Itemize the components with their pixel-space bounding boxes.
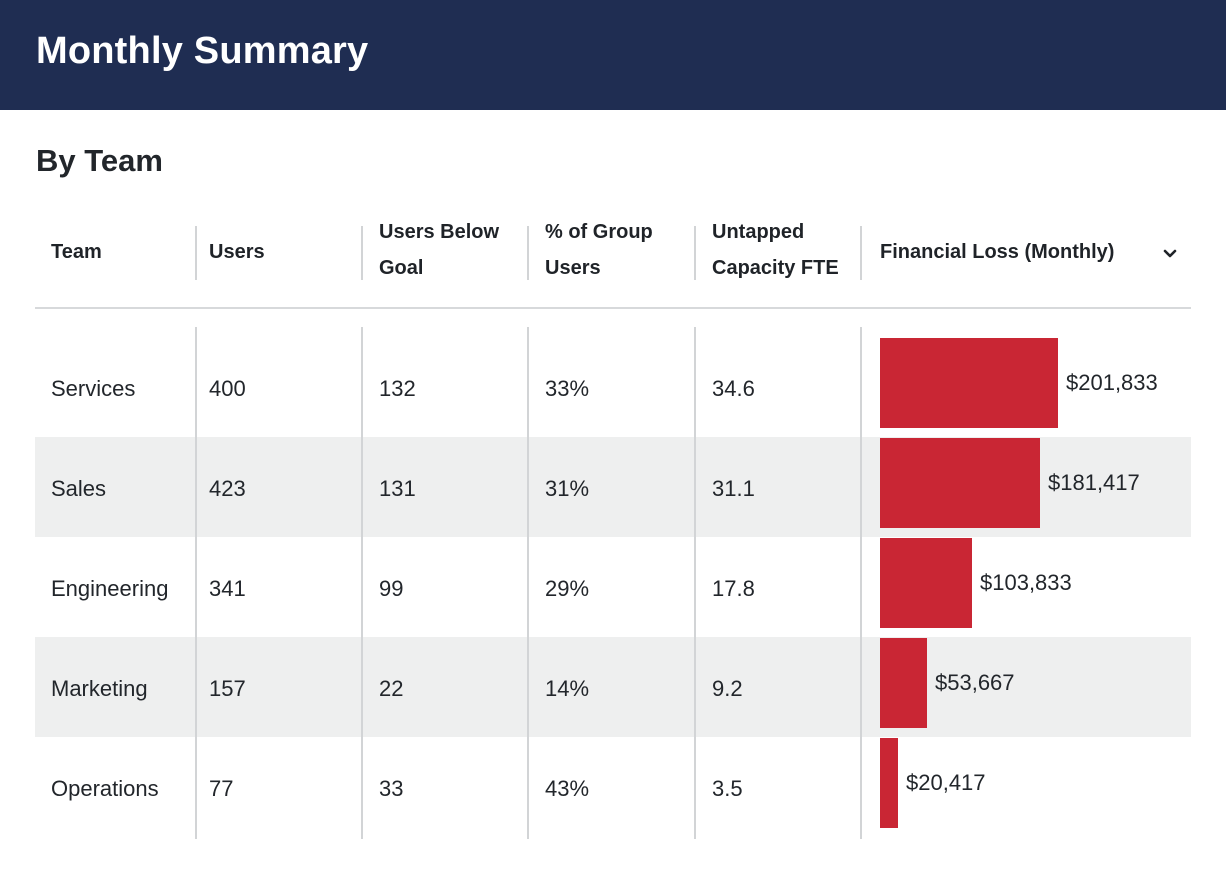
column-divider: [527, 226, 529, 280]
page-title: Monthly Summary: [36, 30, 369, 72]
column-header-pct-group-users[interactable]: % of Group Users: [545, 214, 653, 286]
financial-loss-label: $181,417: [1048, 470, 1140, 495]
financial-loss-bar: [880, 438, 1040, 528]
column-header-label-line2: Capacity FTE: [712, 257, 839, 279]
table-row[interactable]: [35, 637, 1191, 737]
cell-team: Services: [51, 376, 136, 401]
column-header-untapped-capacity[interactable]: Untapped Capacity FTE: [712, 214, 839, 286]
column-header-label: Team: [51, 241, 102, 263]
column-divider: [195, 226, 197, 280]
cell-pct-group-users: 14%: [545, 676, 590, 701]
cell-untapped-capacity: 31.1: [712, 476, 755, 501]
financial-loss-label: $103,833: [980, 570, 1072, 595]
cell-untapped-capacity: 9.2: [712, 676, 743, 701]
column-header-label-line2: Users: [545, 257, 601, 279]
cell-users: 77: [209, 776, 234, 801]
column-divider: [694, 327, 696, 839]
financial-loss-bar: [880, 538, 972, 628]
cell-team: Engineering: [51, 576, 169, 601]
cell-team: Operations: [51, 776, 159, 801]
header-divider: [35, 307, 1191, 309]
column-header-label-line2: Goal: [379, 257, 424, 279]
cell-pct-group-users: 29%: [545, 576, 590, 601]
cell-users-below-goal: 131: [379, 476, 416, 501]
financial-loss-bar: [880, 738, 898, 828]
column-header-label: Financial Loss (Monthly): [880, 241, 1115, 263]
cell-untapped-capacity: 34.6: [712, 376, 755, 401]
financial-loss-bar: [880, 638, 927, 728]
cell-users-below-goal: 33: [379, 776, 404, 801]
cell-untapped-capacity: 3.5: [712, 776, 743, 801]
column-header-label: Users: [209, 241, 265, 263]
financial-loss-label: $20,417: [906, 770, 986, 795]
team-summary-table: Team Users Users Below Goal % of Group U…: [35, 210, 1191, 850]
cell-users-below-goal: 132: [379, 376, 416, 401]
section-title: By Team: [36, 143, 163, 178]
financial-loss-label: $201,833: [1066, 370, 1158, 395]
column-header-users[interactable]: Users: [209, 234, 265, 270]
column-header-label-line1: Untapped: [712, 221, 805, 243]
cell-users-below-goal: 99: [379, 576, 404, 601]
cell-pct-group-users: 43%: [545, 776, 590, 801]
column-divider: [860, 226, 862, 280]
column-header-financial-loss[interactable]: Financial Loss (Monthly): [880, 234, 1114, 270]
cell-users: 400: [209, 376, 246, 401]
column-divider: [195, 327, 197, 839]
financial-loss-label: $53,667: [935, 670, 1015, 695]
column-header-label-line1: Users Below: [379, 221, 500, 243]
cell-pct-group-users: 33%: [545, 376, 590, 401]
cell-users: 423: [209, 476, 246, 501]
cell-users: 341: [209, 576, 246, 601]
page-header: Monthly Summary: [0, 0, 1226, 110]
column-divider: [694, 226, 696, 280]
financial-loss-bar: [880, 338, 1058, 428]
column-divider: [860, 327, 862, 839]
cell-users: 157: [209, 676, 246, 701]
column-header-label-line1: % of Group: [545, 221, 653, 243]
cell-untapped-capacity: 17.8: [712, 576, 755, 601]
column-divider: [361, 327, 363, 839]
column-header-team[interactable]: Team: [51, 234, 102, 270]
cell-pct-group-users: 31%: [545, 476, 590, 501]
column-divider: [527, 327, 529, 839]
cell-users-below-goal: 22: [379, 676, 404, 701]
column-divider: [361, 226, 363, 280]
cell-team: Marketing: [51, 676, 148, 701]
chevron-down-icon[interactable]: [1159, 243, 1181, 265]
column-header-users-below-goal[interactable]: Users Below Goal: [379, 214, 499, 286]
cell-team: Sales: [51, 476, 107, 501]
